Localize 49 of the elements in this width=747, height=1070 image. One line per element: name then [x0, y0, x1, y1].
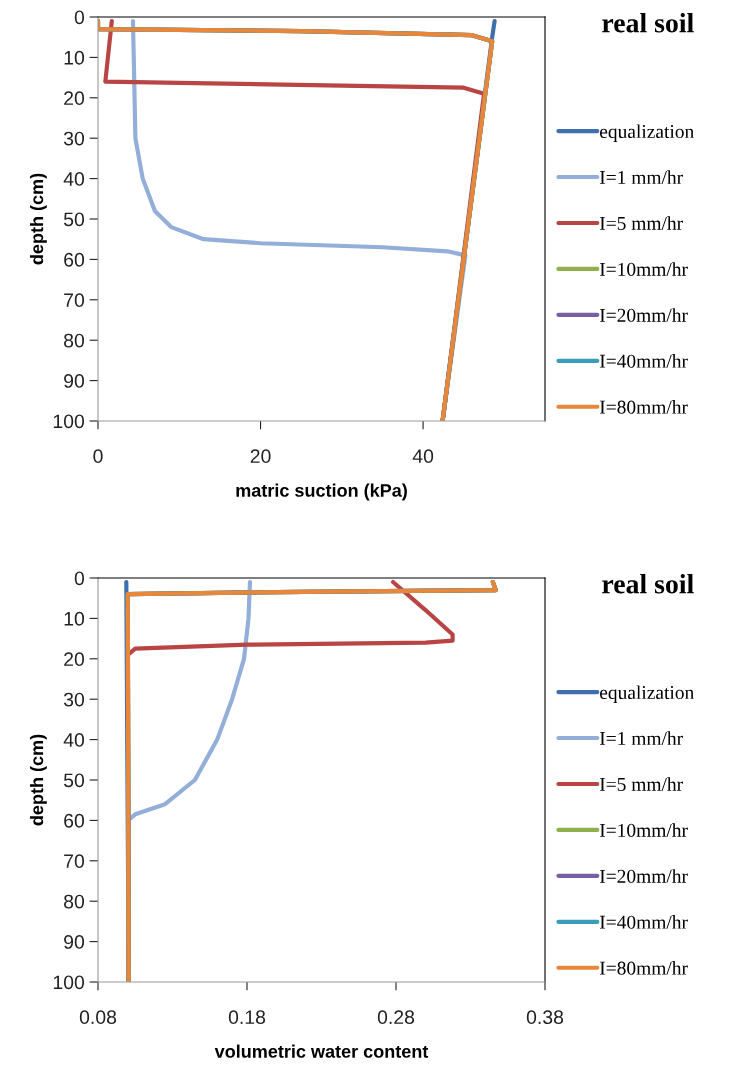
legend-label: equalization [600, 685, 694, 704]
y-tick-label: 0 [74, 10, 85, 25]
legend-label: I=80mm/hr [599, 400, 688, 414]
legend-title: real soil [602, 12, 694, 33]
legend-label: I=80mm/hr [599, 961, 688, 975]
y-tick-label: 80 [64, 894, 85, 909]
x-tick-label: 20 [250, 449, 271, 464]
legend-label: I=5 mm/hr [599, 216, 683, 230]
y-tick-label: 100 [53, 414, 85, 429]
legend-title: real soil [602, 573, 694, 594]
y-tick-label: 50 [63, 773, 85, 788]
legend-label: I=10mm/hr [599, 823, 688, 837]
y-tick-label: 70 [64, 293, 85, 308]
y-tick-label: 10 [64, 611, 85, 626]
y-tick-label: 10 [64, 50, 85, 65]
x-axis-title: volumetric water content [214, 1044, 429, 1058]
y-axis-title: depth (cm) [29, 734, 47, 826]
y-tick-label: 70 [64, 854, 85, 869]
x-axis-title: matric suction (kPa) [236, 483, 407, 501]
x-tick-label: 0.18 [228, 1010, 266, 1025]
y-tick-label: 100 [53, 975, 85, 990]
x-tick-label: 0.28 [377, 1010, 415, 1025]
legend-label: I=5 mm/hr [599, 777, 683, 791]
x-tick-label: 0.38 [526, 1010, 564, 1025]
legend-label: I=1 mm/hr [599, 170, 683, 185]
x-tick-label: 0 [93, 449, 103, 464]
legend-label: I=1 mm/hr [599, 731, 683, 746]
y-tick-label: 90 [64, 374, 85, 388]
y-tick-label: 60 [64, 813, 85, 828]
legend-label: I=10mm/hr [599, 262, 688, 276]
y-tick-label: 90 [64, 935, 85, 949]
y-tick-label: 20 [64, 91, 85, 106]
y-tick-label: 30 [63, 692, 85, 707]
y-tick-label: 0 [74, 571, 85, 586]
legend-label: equalization [600, 124, 694, 143]
legend-label: I=20mm/hr [599, 308, 688, 322]
legend-label: I=20mm/hr [599, 869, 688, 883]
legend-label: I=40mm/hr [599, 354, 688, 368]
y-tick-label: 50 [63, 212, 85, 227]
y-axis-title: depth (cm) [29, 173, 47, 265]
y-tick-label: 40 [63, 733, 85, 747]
y-tick-label: 30 [63, 131, 85, 146]
y-tick-label: 20 [64, 652, 85, 667]
legend-label: I=40mm/hr [599, 915, 688, 929]
y-tick-label: 60 [64, 252, 85, 267]
y-tick-label: 40 [63, 172, 85, 186]
x-tick-label: 0.08 [79, 1010, 117, 1025]
y-tick-label: 80 [64, 333, 85, 348]
x-tick-label: 40 [412, 449, 434, 464]
